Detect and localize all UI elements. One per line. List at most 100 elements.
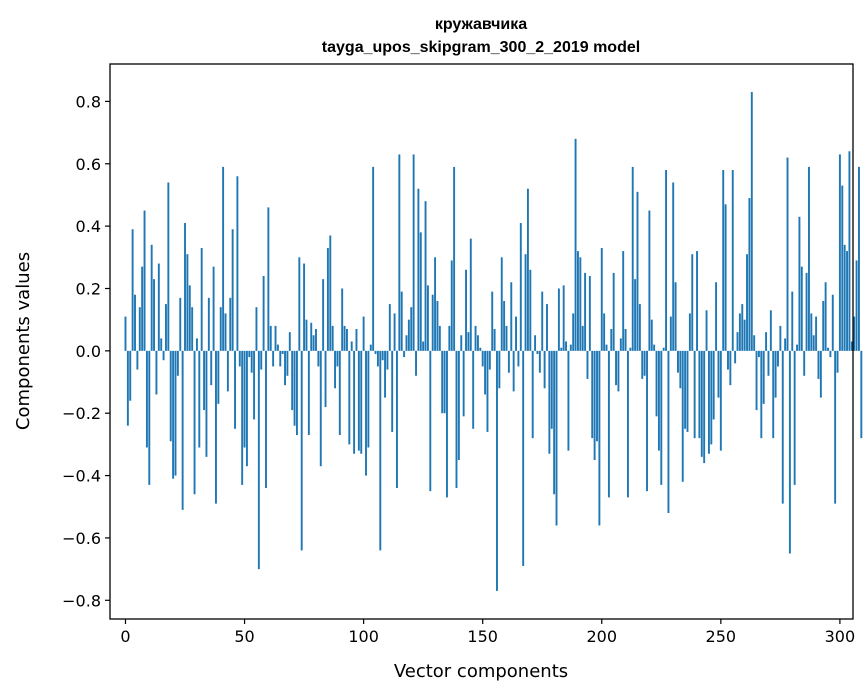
bar-70 (291, 350, 294, 411)
bar-60 (267, 207, 270, 351)
bar-27 (188, 285, 191, 351)
bar-191 (579, 257, 582, 351)
bar-299 (836, 350, 839, 373)
bar-121 (412, 154, 415, 351)
bar-287 (807, 166, 810, 351)
bar-210 (624, 329, 627, 351)
bar-182 (557, 288, 560, 351)
y-tick-label: −0.4 (62, 467, 101, 486)
bar-50 (243, 350, 246, 448)
bar-214 (634, 279, 637, 351)
y-tick-label: 0.0 (76, 342, 101, 361)
bar-123 (417, 188, 420, 351)
bar-31 (198, 350, 201, 448)
bar-25 (184, 223, 186, 351)
bar-66 (281, 350, 284, 354)
bar-271 (769, 310, 772, 351)
bar-110 (386, 350, 389, 370)
bar-164 (515, 316, 517, 351)
bar-208 (619, 338, 622, 351)
bar-120 (410, 307, 413, 351)
bar-211 (627, 350, 629, 498)
bar-155 (493, 329, 496, 351)
bar-258 (738, 313, 741, 351)
bar-168 (524, 254, 527, 351)
bar-12 (153, 279, 156, 351)
bar-133 (441, 350, 444, 414)
bar-176 (543, 350, 546, 389)
bar-128 (429, 350, 432, 492)
bar-122 (415, 350, 417, 376)
bar-180 (553, 350, 556, 495)
bar-80 (315, 329, 317, 351)
bar-144 (467, 332, 470, 351)
bar-241 (698, 350, 701, 439)
bar-11 (150, 244, 153, 351)
bar-78 (310, 322, 313, 351)
bar-192 (581, 325, 584, 351)
bar-130 (434, 257, 437, 351)
bar-303 (846, 251, 848, 351)
bar-226 (662, 347, 665, 351)
bar-247 (712, 350, 715, 420)
bar-218 (643, 350, 646, 376)
y-axis-ticks: −0.8 −0.6 −0.4 −0.2 0.0 0.2 0.4 0.6 0.8 (62, 92, 110, 610)
bar-102 (367, 350, 370, 448)
bar-185 (565, 341, 567, 351)
bar-76 (305, 319, 308, 351)
bar-61 (269, 325, 272, 351)
bar-307 (855, 260, 858, 351)
bar-7 (141, 266, 144, 351)
bar-98 (357, 350, 360, 451)
bar-137 (450, 260, 453, 351)
bar-270 (767, 350, 770, 376)
bar-45 (231, 229, 234, 351)
bar-48 (238, 350, 241, 367)
bar-259 (741, 304, 744, 351)
bar-236 (686, 350, 689, 432)
x-tick-label: 150 (467, 627, 498, 646)
bar-82 (319, 350, 322, 467)
bar-249 (717, 350, 720, 398)
bar-125 (422, 341, 425, 351)
bar-195 (588, 276, 591, 351)
bar-17 (165, 304, 167, 351)
bar-244 (705, 310, 708, 351)
bar-235 (684, 350, 687, 429)
bar-245 (707, 350, 710, 454)
bar-34 (205, 350, 208, 457)
bar-206 (615, 350, 618, 386)
bar-96 (353, 350, 356, 454)
bar-227 (665, 170, 668, 351)
bar-42 (224, 313, 227, 351)
bar-305 (850, 341, 853, 351)
bar-35 (207, 297, 210, 351)
bar-149 (479, 347, 482, 351)
bar-162 (510, 282, 513, 351)
bar-94 (348, 350, 351, 445)
bar-51 (245, 350, 248, 467)
x-tick-label: 200 (586, 627, 617, 646)
bar-158 (500, 257, 503, 351)
bar-101 (365, 350, 367, 476)
bar-281 (793, 350, 796, 485)
bar-266 (757, 350, 760, 358)
bar-296 (829, 350, 832, 358)
bar-2 (129, 350, 132, 401)
bar-213 (631, 166, 634, 351)
bar-300 (838, 154, 841, 351)
bar-248 (715, 282, 718, 351)
y-tick-label: 0.6 (76, 155, 101, 174)
bar-52 (248, 350, 251, 358)
bar-63 (274, 325, 277, 351)
bar-56 (257, 350, 260, 570)
bar-100 (362, 316, 365, 351)
bar-46 (234, 350, 236, 429)
bar-240 (696, 251, 698, 351)
x-tick-label: 300 (825, 627, 856, 646)
bar-171 (531, 350, 534, 439)
bar-163 (512, 350, 515, 392)
bar-109 (384, 350, 387, 398)
bar-38 (215, 350, 217, 504)
bar-306 (853, 316, 856, 351)
